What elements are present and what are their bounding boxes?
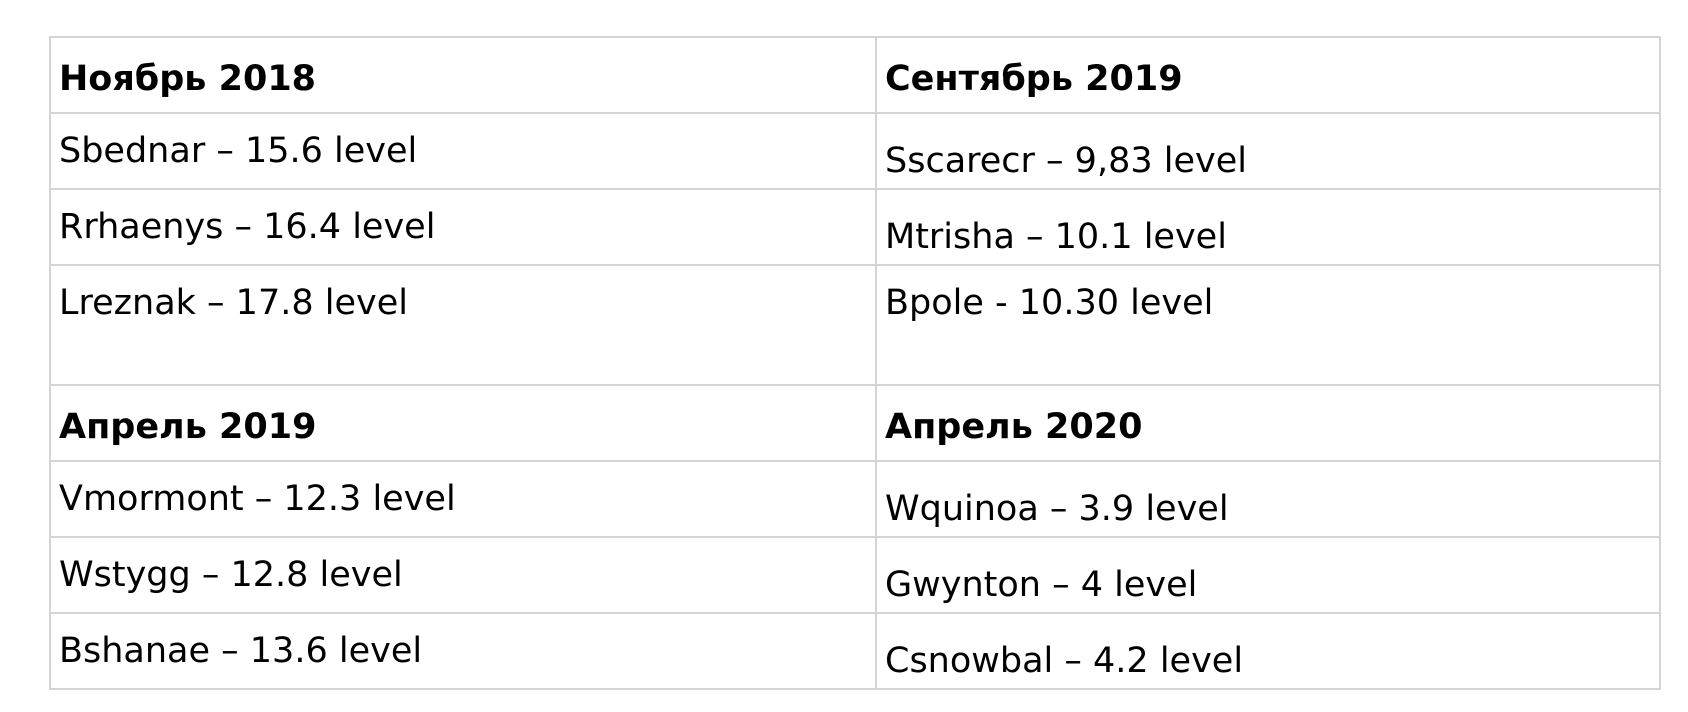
section-2-header-row: Апрель 2019 Апрель 2020 xyxy=(49,384,1661,462)
section-1-header-row: Ноябрь 2018 Сентябрь 2019 xyxy=(49,36,1661,114)
table-row: Lreznak – 17.8 level Bpole - 10.30 level xyxy=(49,264,1661,386)
heading-apr-2020: Апрель 2020 xyxy=(875,384,1661,462)
entry-cell: Bshanae – 13.6 level xyxy=(49,612,877,690)
entry-cell: Wstygg – 12.8 level xyxy=(49,536,877,614)
entry-cell: Csnowbal – 4.2 level xyxy=(875,612,1661,690)
table-row: Wstygg – 12.8 level Gwynton – 4 level xyxy=(49,536,1661,614)
heading-sep-2019: Сентябрь 2019 xyxy=(875,36,1661,114)
table-row: Sbednar – 15.6 level Sscarecr – 9,83 lev… xyxy=(49,112,1661,190)
entry-cell: Sbednar – 15.6 level xyxy=(49,112,877,190)
entry-cell: Sscarecr – 9,83 level xyxy=(875,112,1661,190)
entry-cell: Gwynton – 4 level xyxy=(875,536,1661,614)
table-row: Bshanae – 13.6 level Csnowbal – 4.2 leve… xyxy=(49,612,1661,690)
heading-apr-2019: Апрель 2019 xyxy=(49,384,877,462)
entry-cell: Lreznak – 17.8 level xyxy=(49,264,877,386)
entry-cell: Bpole - 10.30 level xyxy=(875,264,1661,386)
entry-cell: Rrhaenys – 16.4 level xyxy=(49,188,877,266)
table-row: Vmormont – 12.3 level Wquinoa – 3.9 leve… xyxy=(49,460,1661,538)
table-row: Rrhaenys – 16.4 level Mtrisha – 10.1 lev… xyxy=(49,188,1661,266)
heading-nov-2018: Ноябрь 2018 xyxy=(49,36,877,114)
entry-cell: Wquinoa – 3.9 level xyxy=(875,460,1661,538)
entry-cell: Vmormont – 12.3 level xyxy=(49,460,877,538)
level-table: Ноябрь 2018 Сентябрь 2019 Sbednar – 15.6… xyxy=(49,36,1661,690)
entry-cell: Mtrisha – 10.1 level xyxy=(875,188,1661,266)
